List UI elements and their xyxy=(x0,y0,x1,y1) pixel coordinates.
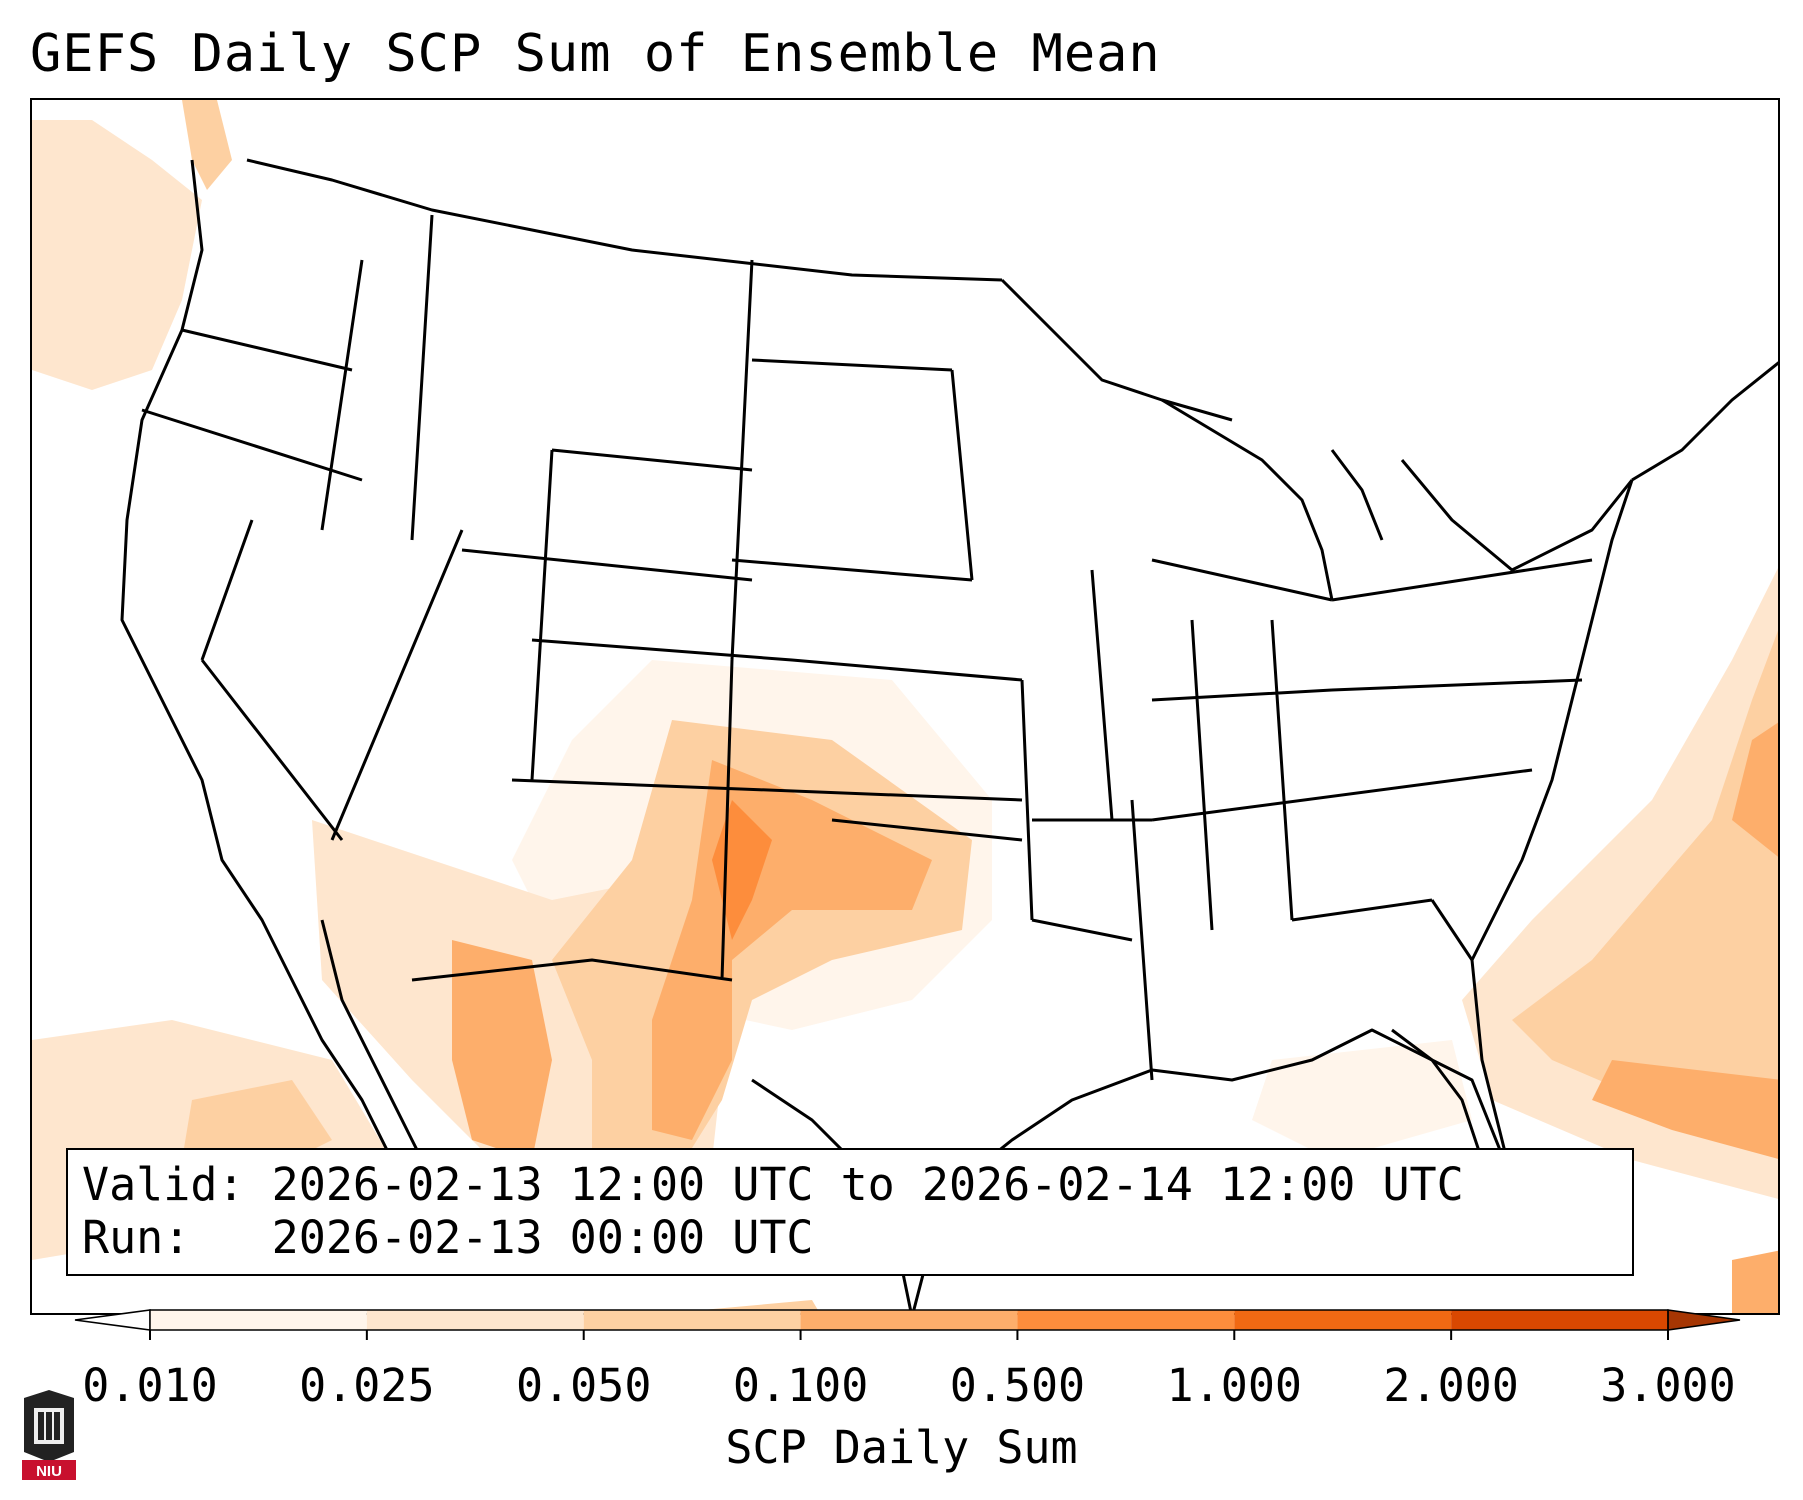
scp-mexico-blob xyxy=(452,940,552,1160)
west-coast-line xyxy=(120,159,434,1251)
run-row: Run: 2026-02-13 00:00 UTC xyxy=(82,1211,1632,1264)
scp-atlantic-medium xyxy=(1512,630,1778,1159)
colorbar-segment xyxy=(583,1310,801,1330)
colorbar-tick-label: 2.000 xyxy=(1383,1359,1519,1412)
valid-row: Valid: 2026-02-13 12:00 UTC to 2026-02-1… xyxy=(82,1158,1632,1211)
colorbar-tick-label: 0.025 xyxy=(299,1359,435,1412)
valid-label: Valid: xyxy=(82,1158,245,1211)
scp-pacific-nw xyxy=(32,120,202,390)
map-panel xyxy=(30,98,1780,1315)
colorbar-tick-label: 0.050 xyxy=(515,1359,652,1412)
scp-pacific-nw-inner xyxy=(182,100,232,190)
colorbar-segment xyxy=(1017,1310,1235,1330)
colorbar-tick-label: 1.000 xyxy=(1166,1359,1303,1412)
colorbar-segments xyxy=(74,1309,1741,1331)
colorbar-extend-high xyxy=(1667,1309,1741,1331)
colorbar-tick-label: 0.100 xyxy=(732,1359,869,1412)
run-value: 2026-02-13 00:00 UTC xyxy=(271,1211,814,1264)
state-lines xyxy=(141,214,1593,1081)
valid-run-box: Valid: 2026-02-13 12:00 UTC to 2026-02-1… xyxy=(66,1148,1634,1276)
scp-caribbean xyxy=(1732,1250,1778,1313)
scp-gulf-light xyxy=(1252,1040,1472,1160)
colorbar-segment xyxy=(150,1310,367,1330)
map-title: GEFS Daily SCP Sum of Ensemble Mean xyxy=(30,24,1161,84)
colorbar-label: SCP Daily Sum xyxy=(725,1421,1078,1474)
scp-map xyxy=(32,100,1778,1313)
canada-border-mid xyxy=(1000,278,1233,422)
colorbar-ticks xyxy=(149,1330,1669,1340)
scp-shading xyxy=(32,100,1778,1313)
colorbar-segment xyxy=(366,1310,584,1330)
colorbar-segment xyxy=(1451,1310,1668,1330)
canada-border-west xyxy=(246,158,1003,282)
colorbar-tick-label: 0.010 xyxy=(82,1359,218,1412)
boundaries xyxy=(120,158,1778,1313)
niu-logo: NIU xyxy=(22,1390,76,1480)
run-label: Run: xyxy=(82,1211,191,1264)
colorbar-segment xyxy=(1234,1310,1452,1330)
scp-atlantic-strong xyxy=(1732,722,1778,857)
colorbar-tick-label: 3.000 xyxy=(1600,1359,1736,1412)
scp-atlantic-band xyxy=(1592,1060,1778,1159)
colorbar-frame xyxy=(149,1309,1669,1331)
colorbar xyxy=(74,1309,1741,1340)
svg-text:NIU: NIU xyxy=(36,1463,62,1480)
colorbar-segment xyxy=(800,1310,1018,1330)
great-lakes xyxy=(1161,398,1634,601)
colorbar-extend-low xyxy=(74,1309,151,1331)
northeast-coast xyxy=(1470,361,1778,1181)
valid-value: 2026-02-13 12:00 UTC to 2026-02-14 12:00… xyxy=(271,1158,1464,1211)
colorbar-tick-label: 0.500 xyxy=(949,1359,1086,1412)
